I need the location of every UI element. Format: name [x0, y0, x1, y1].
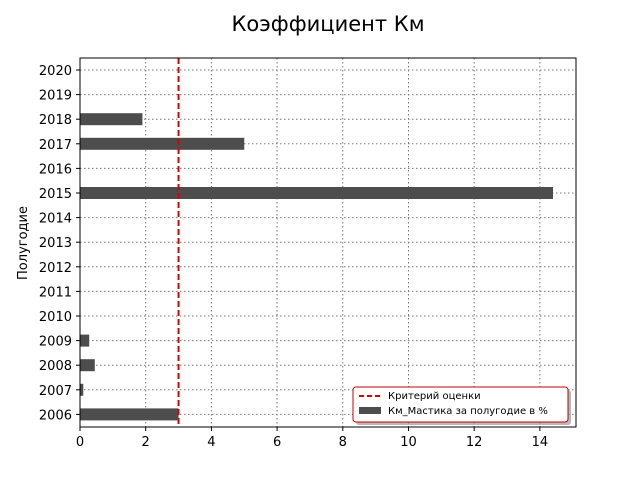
y-tick-label: 2019 — [39, 89, 72, 104]
x-tick-label: 10 — [400, 435, 417, 450]
legend-label-series: Км_Мастика за полугодие в % — [388, 406, 548, 417]
y-tick-label: 2020 — [39, 64, 72, 79]
x-tick-label: 2 — [142, 435, 150, 450]
legend-box — [352, 386, 569, 423]
y-tick-label: 2010 — [39, 310, 72, 325]
x-tick-label: 12 — [466, 435, 483, 450]
bar-2017 — [80, 137, 245, 150]
legend-swatch-series — [359, 407, 381, 414]
y-tick-label: 2018 — [39, 113, 72, 128]
y-tick-label: 2016 — [39, 162, 72, 177]
x-tick-label: 0 — [76, 435, 84, 450]
y-tick-label: 2015 — [39, 187, 72, 202]
x-tick-label: 14 — [532, 435, 549, 450]
y-tick-label: 2006 — [39, 408, 72, 423]
bar-2015 — [80, 187, 554, 199]
bar-2006 — [80, 408, 179, 421]
bar-2007 — [80, 383, 84, 396]
x-tick-label: 4 — [207, 435, 215, 450]
y-tick-label: 2007 — [39, 384, 72, 399]
y-tick-label: 2008 — [39, 359, 72, 374]
y-tick-label: 2009 — [39, 335, 72, 350]
x-tick-label: 6 — [273, 435, 281, 450]
bar-2009 — [80, 334, 90, 347]
legend: Критерий оценки Км_Мастика за полугодие … — [352, 386, 571, 425]
y-tick-label: 2017 — [39, 138, 72, 153]
y-tick-label: 2012 — [39, 261, 72, 276]
y-axis: 2006 2007 2008 2009 2010 2011 2012 2013 2014 2015… — [39, 64, 80, 423]
x-axis: 0 2 4 6 8 10 12 14 — [76, 427, 548, 450]
chart-title: Коэффициент Км — [231, 12, 424, 36]
bar-2018 — [80, 113, 143, 126]
y-tick-label: 2013 — [39, 236, 72, 251]
x-tick-label: 8 — [339, 435, 347, 450]
y-tick-label: 2011 — [39, 285, 72, 300]
bar-2008 — [80, 359, 95, 372]
legend-label-reference-line: Критерий оценки — [388, 391, 481, 402]
bars — [80, 113, 554, 421]
y-tick-label: 2014 — [39, 212, 72, 227]
y-axis-title: Полугодие — [16, 206, 31, 280]
